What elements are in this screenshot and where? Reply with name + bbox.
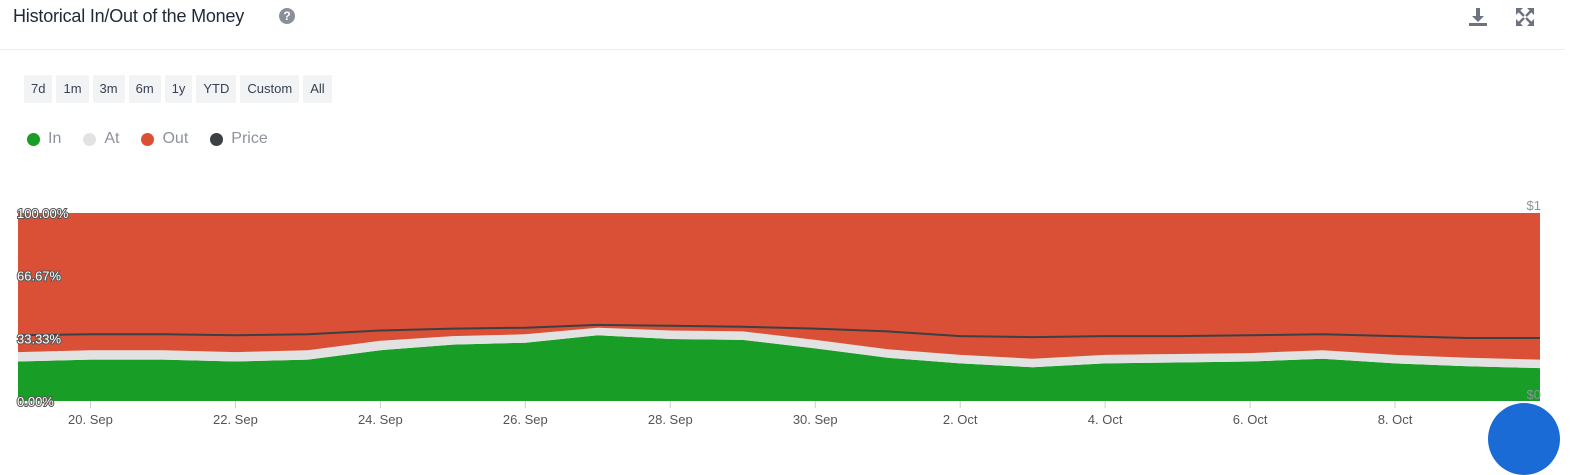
range-6m-button[interactable]: 6m bbox=[128, 75, 161, 103]
legend-item-at[interactable]: At bbox=[83, 130, 119, 148]
x-tick-label: 28. Sep bbox=[648, 412, 693, 427]
chat-button[interactable] bbox=[1488, 403, 1560, 475]
chart-header: Historical In/Out of the Money ? bbox=[0, 0, 1565, 50]
range-ytd-button[interactable]: YTD bbox=[196, 75, 237, 103]
range-1y-button[interactable]: 1y bbox=[164, 75, 193, 103]
expand-icon[interactable] bbox=[1514, 6, 1536, 28]
area-in bbox=[18, 335, 1540, 401]
y-tick-label: 100.00% bbox=[17, 206, 69, 221]
chart-legend: In At Out Price bbox=[27, 130, 268, 148]
download-icon[interactable] bbox=[1467, 6, 1489, 28]
range-selector: 7d 1m 3m 6m 1y YTD Custom All bbox=[24, 75, 332, 103]
x-tick-label: 20. Sep bbox=[68, 412, 113, 427]
range-custom-button[interactable]: Custom bbox=[240, 75, 300, 103]
x-tick-label: 4. Oct bbox=[1088, 412, 1123, 427]
area-at bbox=[18, 327, 1540, 369]
y2-tick-label: $1 bbox=[1527, 198, 1541, 213]
x-tick-label: 8. Oct bbox=[1378, 412, 1413, 427]
x-tick-label: 22. Sep bbox=[213, 412, 258, 427]
page-title: Historical In/Out of the Money bbox=[13, 6, 245, 26]
range-1m-button[interactable]: 1m bbox=[56, 75, 89, 103]
x-tick-label: 6. Oct bbox=[1233, 412, 1268, 427]
line-price bbox=[17, 323, 1540, 339]
y2-tick-label: $0 bbox=[1527, 387, 1541, 402]
legend-label-in: In bbox=[48, 130, 62, 147]
help-icon[interactable]: ? bbox=[279, 8, 295, 24]
range-all-button[interactable]: All bbox=[303, 75, 332, 103]
x-tick-label: 26. Sep bbox=[503, 412, 548, 427]
range-3m-button[interactable]: 3m bbox=[92, 75, 125, 103]
legend-dot-price bbox=[210, 132, 224, 146]
range-7d-button[interactable]: 7d bbox=[24, 75, 53, 103]
legend-label-price: Price bbox=[231, 130, 268, 147]
y-tick-label: 66.67% bbox=[17, 269, 62, 284]
y-tick-label: 0.00% bbox=[17, 394, 54, 409]
legend-label-at: At bbox=[104, 130, 120, 147]
legend-item-out[interactable]: Out bbox=[141, 130, 188, 148]
x-tick-label: 2. Oct bbox=[943, 412, 978, 427]
legend-item-price[interactable]: Price bbox=[210, 130, 268, 148]
money-chart[interactable]: 0.00% 33.33% 66.67% 100.00% $0 $1 20. Sep 22. S… bbox=[0, 190, 1565, 445]
x-tick-label: 30. Sep bbox=[793, 412, 838, 427]
legend-label-out: Out bbox=[162, 130, 189, 147]
x-tick-label: 24. Sep bbox=[358, 412, 403, 427]
area-out bbox=[18, 213, 1540, 360]
legend-item-in[interactable]: In bbox=[27, 130, 61, 148]
legend-dot-in bbox=[27, 132, 40, 146]
y-tick-label: 33.33% bbox=[17, 331, 62, 346]
legend-dot-at bbox=[83, 132, 97, 146]
legend-dot-out bbox=[141, 132, 155, 146]
